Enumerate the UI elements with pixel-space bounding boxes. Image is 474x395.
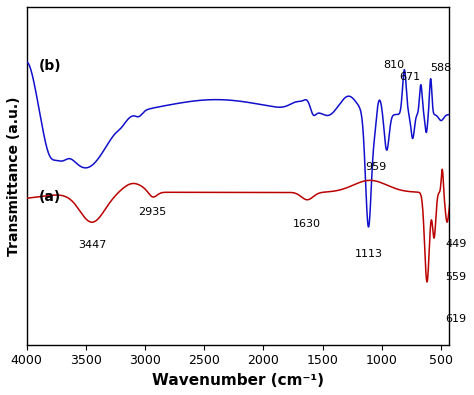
Text: 619: 619 [445,314,466,324]
Text: 449: 449 [445,239,466,249]
Text: 559: 559 [445,272,466,282]
Text: (a): (a) [38,190,61,204]
Text: 1113: 1113 [355,249,383,259]
Text: 1630: 1630 [293,219,321,229]
Y-axis label: Transmittance (a.u.): Transmittance (a.u.) [7,96,21,256]
Text: 3447: 3447 [78,240,106,250]
X-axis label: Wavenumber (cm⁻¹): Wavenumber (cm⁻¹) [152,373,324,388]
Text: 671: 671 [400,71,421,82]
Text: 588: 588 [431,63,452,73]
Text: 2935: 2935 [138,207,167,217]
Text: 959: 959 [365,162,387,172]
Text: 810: 810 [383,60,404,70]
Text: (b): (b) [38,59,61,73]
